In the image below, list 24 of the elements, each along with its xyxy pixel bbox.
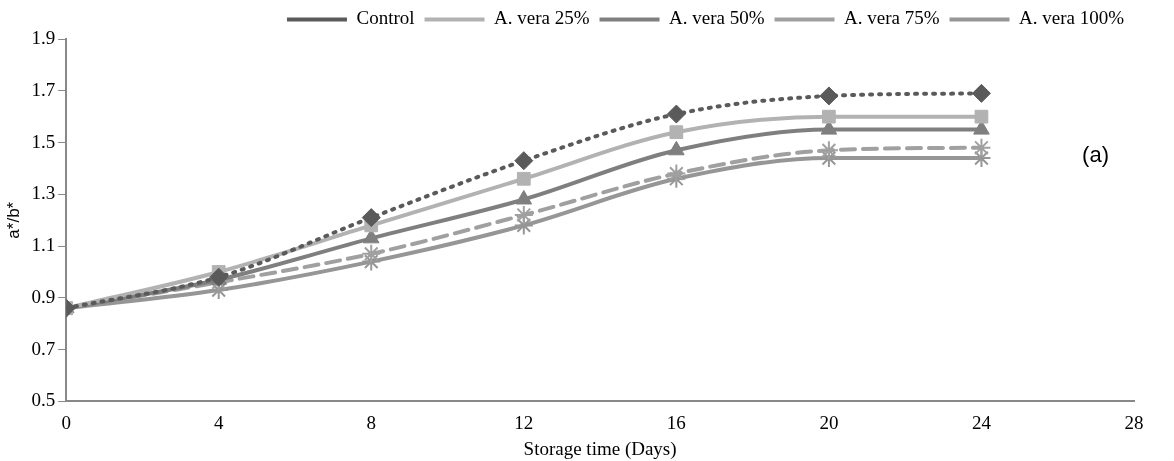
y-tick-label: 0.9	[31, 285, 56, 307]
x-tick-label: 4	[213, 411, 224, 433]
annotation: (a)	[1082, 141, 1109, 167]
y-tick-label: 0.7	[31, 337, 56, 359]
y-tick-label: 1.3	[31, 182, 56, 204]
x-tick-label: 12	[514, 411, 534, 433]
x-tick-label: 8	[366, 411, 376, 433]
y-tick-label: 0.5	[31, 389, 56, 411]
x-tick-label: 16	[666, 411, 686, 433]
y-tick-label: 1.1	[31, 234, 56, 256]
legend-label: Control	[356, 7, 415, 29]
x-tick-label: 20	[819, 411, 839, 433]
y-tick-label: 1.7	[31, 78, 56, 100]
x-tick-label: 0	[61, 411, 71, 433]
x-tick-label: 28	[1124, 411, 1144, 433]
legend-label: A. vera 50%	[669, 7, 765, 29]
x-axis-title: Storage time (Days)	[523, 437, 677, 460]
legend-label: A. vera 100%	[1019, 7, 1125, 29]
y-tick-label: 1.5	[31, 130, 56, 152]
y-tick-label: 1.9	[31, 26, 56, 48]
legend-label: A. vera 25%	[494, 7, 590, 29]
legend-label: A. vera 75%	[844, 7, 940, 29]
x-tick-label: 24	[971, 411, 992, 433]
y-axis-title: a*/b*	[3, 201, 23, 239]
